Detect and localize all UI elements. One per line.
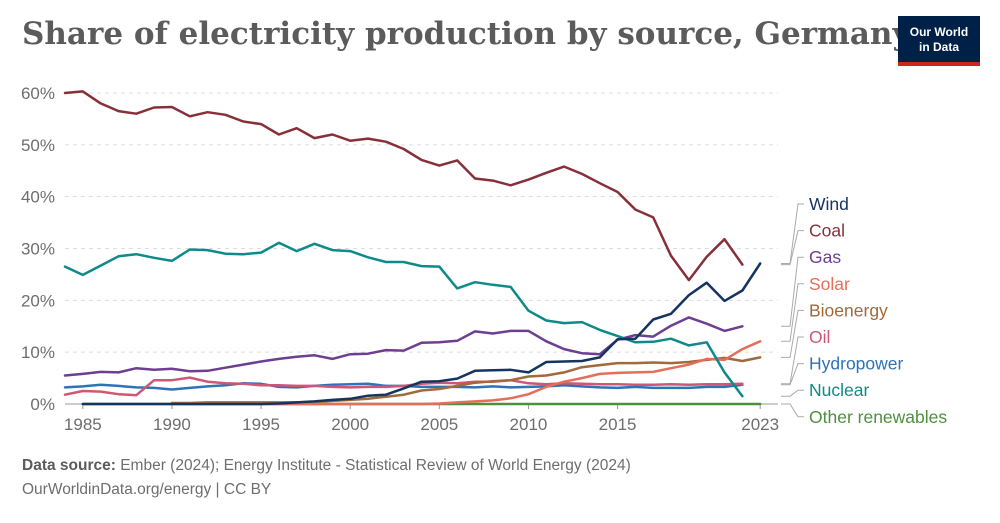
legend-label-coal[interactable]: Coal bbox=[809, 221, 845, 241]
y-tick-label: 40% bbox=[21, 188, 55, 207]
y-tick-label: 20% bbox=[21, 291, 55, 310]
legend-label-gas[interactable]: Gas bbox=[809, 247, 841, 267]
y-tick-label: 30% bbox=[21, 240, 55, 259]
footer-source: Data source: Ember (2024); Energy Instit… bbox=[22, 457, 631, 475]
series-line-solar[interactable] bbox=[170, 340, 762, 406]
source-text: Ember (2024); Energy Institute - Statist… bbox=[120, 457, 631, 474]
x-tick-label: 2015 bbox=[599, 415, 637, 434]
y-tick-label: 60% bbox=[21, 84, 55, 103]
legend-label-wind[interactable]: Wind bbox=[809, 194, 849, 214]
legend-connector-hydropower bbox=[781, 363, 804, 386]
x-tick-label: 1990 bbox=[153, 415, 191, 434]
gridlines bbox=[65, 92, 778, 405]
x-axis-ticks: 1985 1990 1995 2000 2005 2010 2015 2023 bbox=[64, 404, 779, 434]
legend-connector-oil bbox=[781, 336, 804, 385]
series-line-coal[interactable] bbox=[63, 90, 744, 282]
source-label: Data source: bbox=[22, 457, 116, 474]
series-line-nuclear[interactable] bbox=[63, 241, 744, 398]
line-chart: 0% 10% 20% 30% 40% 50% 60% 1985 1990 1995 2000 200… bbox=[21, 84, 947, 434]
logo-line-1: Our World bbox=[909, 25, 969, 39]
series-line-oil[interactable] bbox=[63, 376, 744, 397]
legend-connector-gas bbox=[781, 256, 804, 327]
legend-label-other-renewables[interactable]: Other renewables bbox=[809, 407, 947, 427]
footer-link[interactable]: OurWorldinData.org/energy | CC BY bbox=[22, 481, 272, 498]
x-tick-label: 2000 bbox=[331, 415, 369, 434]
legend: Wind Coal Gas Solar Bioenergy Oil Hydropower Nu… bbox=[781, 194, 947, 427]
chart-title: Share of electricity production by sourc… bbox=[22, 16, 911, 52]
legend-connector-bioenergy bbox=[781, 309, 804, 358]
x-tick-label: 2023 bbox=[741, 415, 779, 434]
legend-connector-nuclear bbox=[781, 389, 804, 397]
legend-label-bioenergy[interactable]: Bioenergy bbox=[809, 300, 888, 320]
series-line-bioenergy[interactable] bbox=[170, 356, 762, 405]
legend-connector-solar bbox=[781, 283, 804, 342]
series-lines bbox=[63, 90, 762, 406]
x-tick-label: 1995 bbox=[242, 415, 280, 434]
y-tick-label: 0% bbox=[30, 395, 55, 414]
y-axis-ticks: 0% 10% 20% 30% 40% 50% 60% bbox=[21, 84, 55, 414]
y-tick-label: 50% bbox=[21, 136, 55, 155]
x-tick-label: 2010 bbox=[510, 415, 548, 434]
logo-line-2: in Data bbox=[918, 40, 959, 54]
series-line-gas[interactable] bbox=[63, 316, 744, 377]
legend-label-solar[interactable]: Solar bbox=[809, 274, 850, 294]
legend-label-oil[interactable]: Oil bbox=[809, 327, 830, 347]
series-line-wind[interactable] bbox=[81, 262, 762, 406]
legend-label-hydropower[interactable]: Hydropower bbox=[809, 354, 904, 374]
x-tick-label: 1985 bbox=[64, 415, 102, 434]
legend-connector-wind bbox=[781, 203, 804, 264]
x-tick-label: 2005 bbox=[420, 415, 458, 434]
legend-connector-other-renewables bbox=[781, 403, 804, 418]
owid-logo[interactable]: Our World in Data bbox=[898, 16, 980, 66]
legend-connector-coal bbox=[781, 230, 804, 266]
legend-label-nuclear[interactable]: Nuclear bbox=[809, 380, 869, 400]
y-tick-label: 10% bbox=[21, 343, 55, 362]
